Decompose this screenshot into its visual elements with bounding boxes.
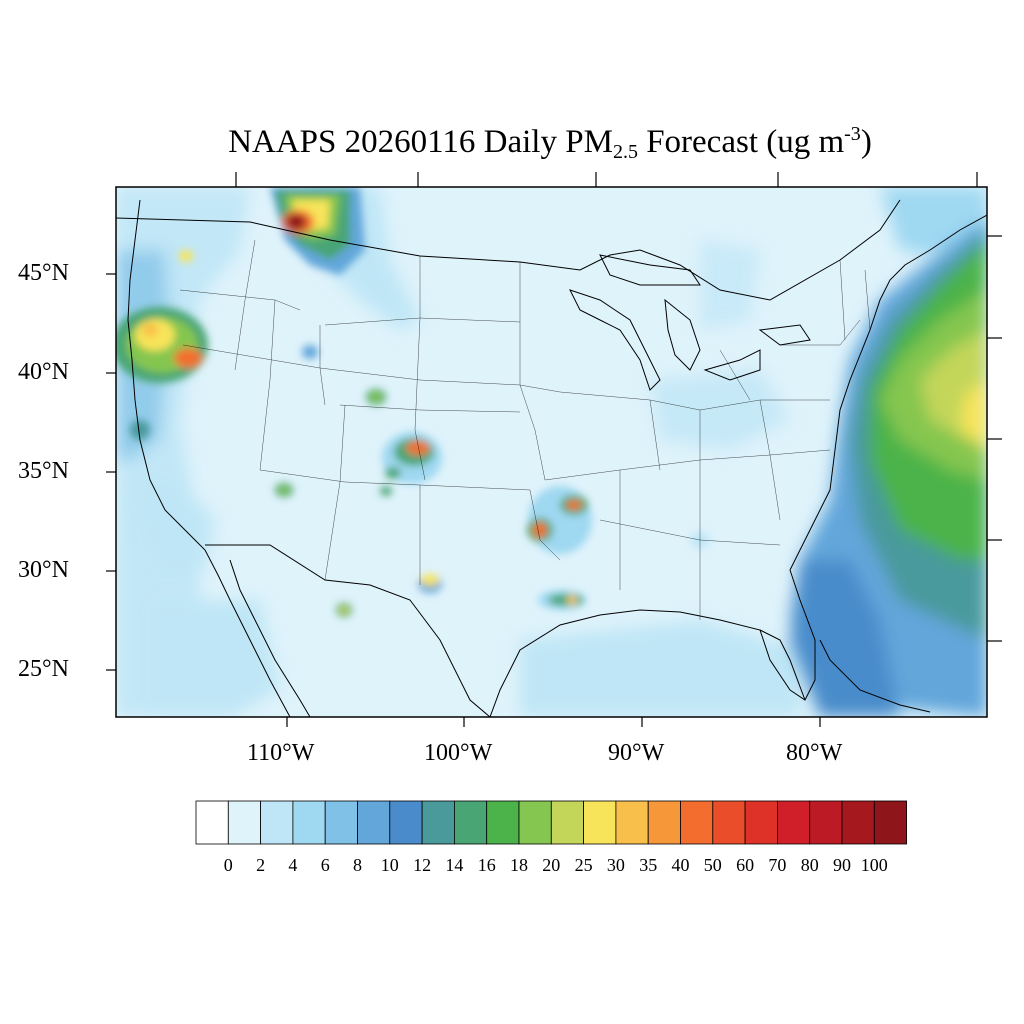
lon-label-90w: 90°W <box>608 740 665 766</box>
colorbar-box <box>518 800 552 845</box>
colorbar-box <box>744 800 778 845</box>
colorbar-box <box>550 800 584 845</box>
lon-label-80w: 80°W <box>786 740 843 766</box>
map-title: NAAPS 20260116 Daily PM2.5 Forecast (ug … <box>0 112 1024 174</box>
colorbar-box <box>260 800 294 845</box>
colorbar-box <box>615 800 649 845</box>
colorbar-tick-label: 4 <box>288 855 298 875</box>
colorbar-tick-label: 30 <box>606 855 625 875</box>
colorbar-tick-label: 40 <box>671 855 690 875</box>
colorbar-tick-label: 50 <box>703 855 722 875</box>
colorbar-box <box>712 800 746 845</box>
lat-label-30: 30°N <box>18 557 69 583</box>
colorbar-box <box>453 800 488 845</box>
map-frame <box>115 186 988 718</box>
colorbar-box <box>583 800 617 845</box>
colorbar-tick-label: 70 <box>768 855 787 875</box>
lat-label-25: 25°N <box>18 656 69 682</box>
coastlines <box>116 199 987 717</box>
colorbar-box <box>421 800 455 845</box>
state-boundaries <box>179 239 871 620</box>
colorbar-tick-label: 6 <box>320 855 330 875</box>
colorbar-box <box>873 800 907 845</box>
colorbar-tick-label: 20 <box>542 855 561 875</box>
colorbar-box <box>680 800 714 845</box>
colorbar-box <box>292 800 326 845</box>
colorbar-tick-label: 8 <box>353 855 362 875</box>
title-suffix: ) <box>860 124 872 160</box>
colorbar-box <box>841 800 875 845</box>
colorbar-box <box>809 800 843 845</box>
colorbar-tick-label: 18 <box>510 855 528 875</box>
lat-label-40: 40°N <box>18 359 69 385</box>
colorbar-tick-label: 35 <box>639 855 658 875</box>
oregon-hotspot <box>116 250 208 440</box>
colorbar-tick-label: 12 <box>413 855 432 875</box>
colorbar-tick-label: 60 <box>736 855 755 875</box>
colorbar-box <box>389 800 423 845</box>
colorbar-box <box>777 800 811 845</box>
colorbar-tick-label: 90 <box>833 855 851 875</box>
colorbar <box>195 800 907 845</box>
colorbar-tick-label: 80 <box>800 855 819 875</box>
title-prefix: NAAPS 20260116 Daily PM <box>228 124 613 160</box>
pm25-field <box>116 187 987 717</box>
atlantic-plume <box>790 220 987 717</box>
lat-label-35: 35°N <box>18 458 69 484</box>
colorbar-box <box>357 800 391 845</box>
colorbar-box <box>647 800 681 845</box>
colorbar-tick-label: 14 <box>445 855 464 875</box>
colorbar-tick-label: 25 <box>574 855 593 875</box>
tick-marks <box>106 172 1002 727</box>
title-middle: Forecast (ug m <box>637 124 845 160</box>
lat-label-45: 45°N <box>18 260 69 286</box>
colorbar-tick-label: 2 <box>256 855 266 875</box>
colorbar-tick-label: 16 <box>477 855 496 875</box>
interior-hotspots <box>275 345 710 617</box>
title-superscript: -3 <box>844 123 861 145</box>
colorbar-tick-label: 0 <box>223 855 233 875</box>
colorbar-box <box>486 800 520 845</box>
lon-label-100w: 100°W <box>424 740 493 766</box>
colorbar-box <box>324 800 358 845</box>
colorbar-tick-label: 10 <box>380 855 399 875</box>
idaho-hotspot <box>270 187 365 275</box>
lon-label-110w: 110°W <box>247 740 315 766</box>
colorbar-tick-label: 100 <box>860 855 888 875</box>
colorbar-box <box>195 800 229 845</box>
title-subscript: 2.5 <box>612 141 638 163</box>
colorbar-box <box>227 800 262 845</box>
